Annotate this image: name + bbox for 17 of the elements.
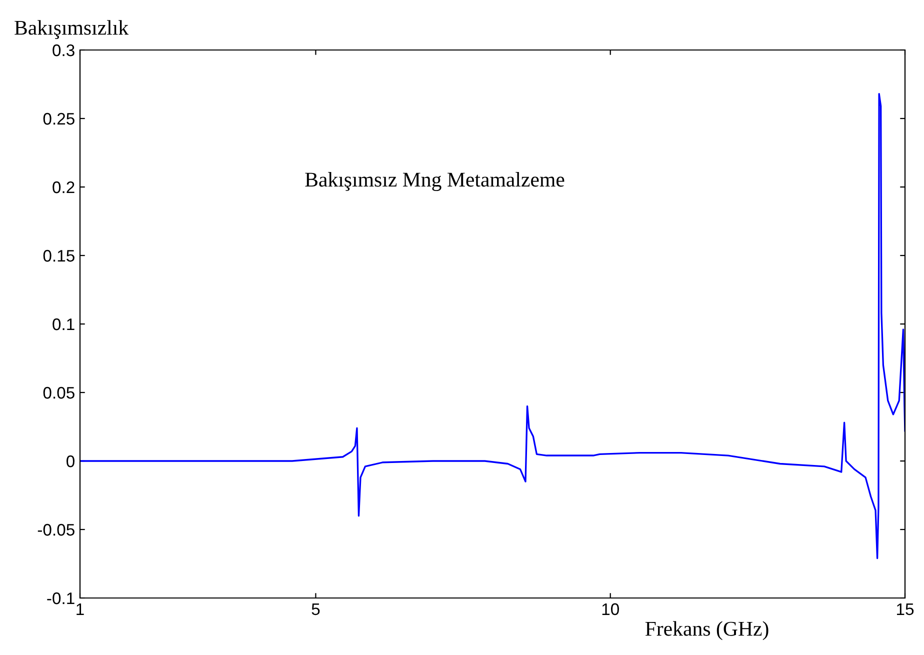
x-axis-title: Frekans (GHz) — [645, 621, 768, 640]
y-tick-label: 0.25 — [43, 112, 74, 125]
y-tick-label: -0.1 — [47, 592, 74, 604]
y-tick-label: 0.3 — [52, 44, 74, 56]
y-tick-label: 0.1 — [52, 318, 74, 330]
y-axis-title: Bakışımsızlık — [14, 20, 129, 40]
annotation: Bakışımsız Mng Metamalzeme — [305, 172, 564, 191]
y-tick-label: 0 — [66, 455, 74, 468]
x-tick-label: 1 — [76, 603, 84, 615]
x-tick-label: 5 — [312, 603, 320, 616]
y-tick-label: 0.05 — [43, 386, 74, 399]
y-tick-label: -0.05 — [38, 524, 74, 536]
x-tick-label: 10 — [602, 603, 619, 616]
y-tick-label: 0.15 — [43, 250, 74, 262]
y-tick-label: 0.2 — [52, 181, 74, 194]
line-series — [80, 93, 905, 560]
x-tick-label: 15 — [897, 603, 914, 616]
